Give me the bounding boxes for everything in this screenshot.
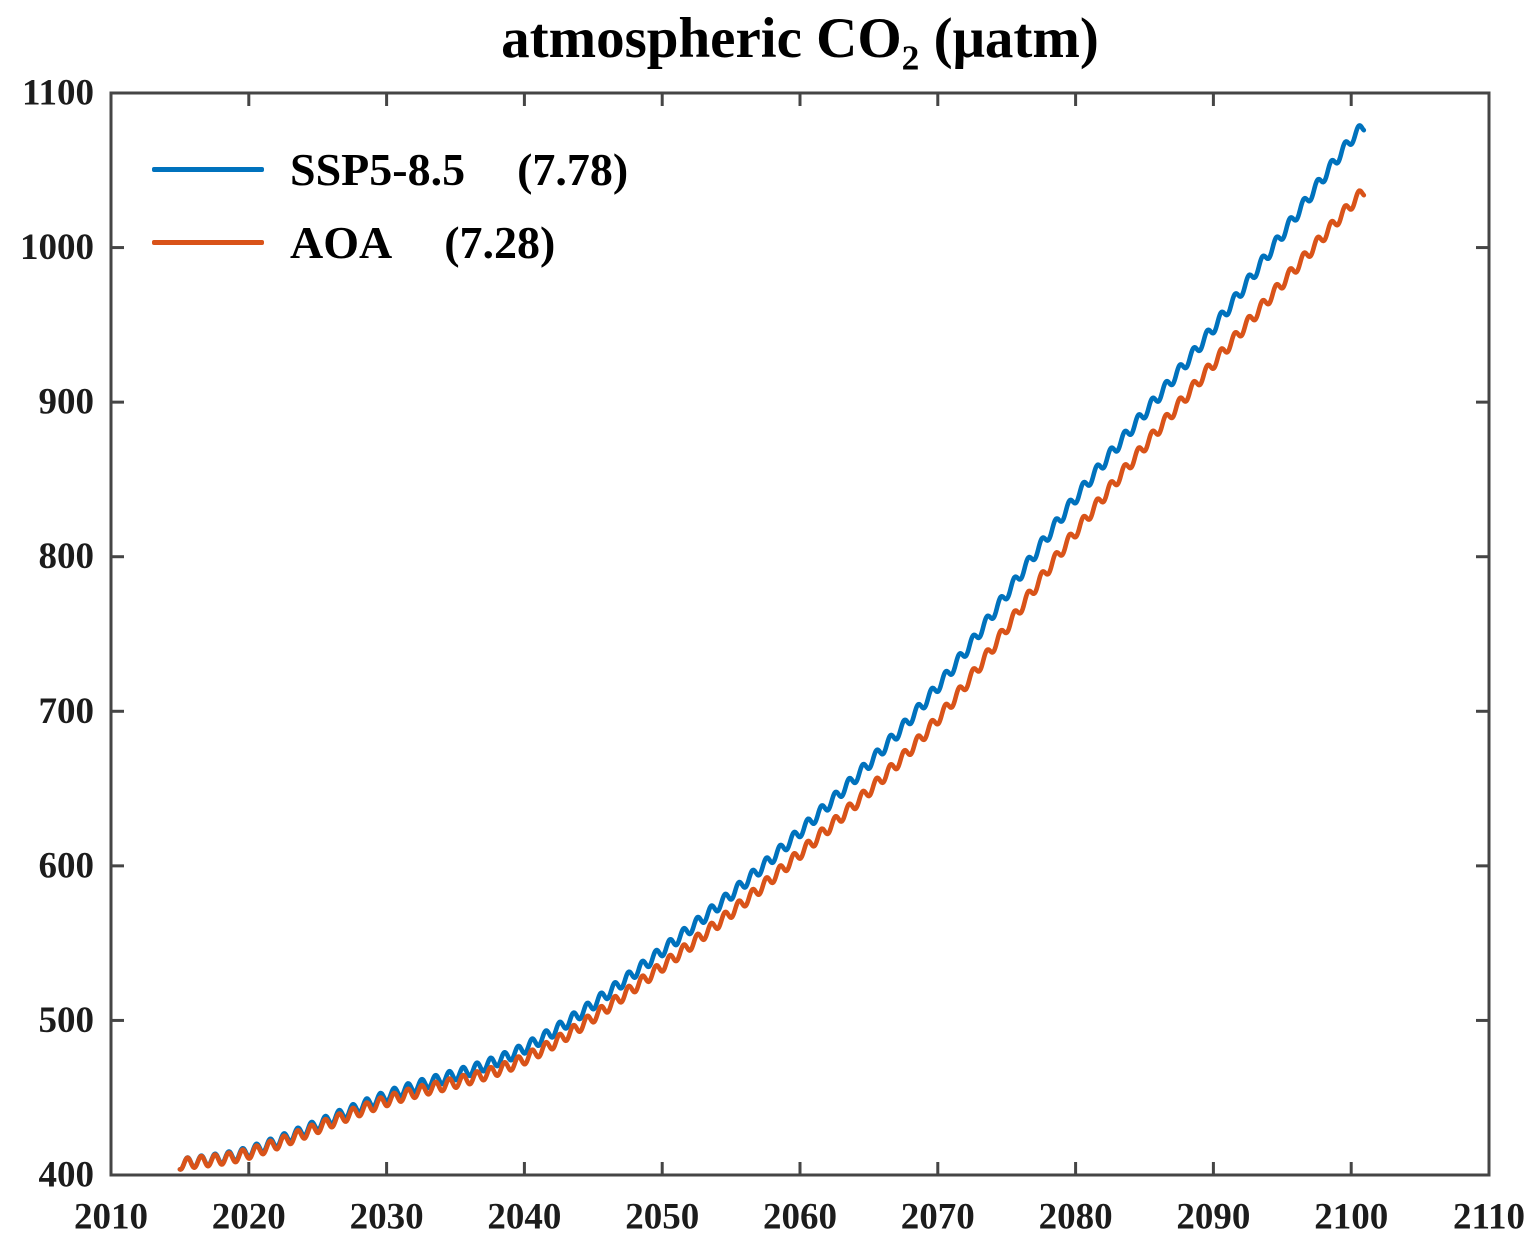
x-tick-label: 2080 xyxy=(1039,1197,1113,1238)
x-tick-label: 2070 xyxy=(901,1197,975,1238)
x-tick-label: 2100 xyxy=(1314,1197,1388,1238)
y-tick-label: 800 xyxy=(39,536,95,577)
x-tick-label: 2020 xyxy=(212,1197,286,1238)
x-tick-label: 2090 xyxy=(1176,1197,1250,1238)
x-tick-label: 2010 xyxy=(74,1197,148,1238)
x-tick-label: 2040 xyxy=(487,1197,561,1238)
legend: SSP5-8.5 (7.78) AOA (7.28) xyxy=(152,133,628,279)
legend-item-ssp5-85: SSP5-8.5 (7.78) xyxy=(152,133,628,206)
legend-line-aoa xyxy=(152,240,264,245)
y-tick-label: 600 xyxy=(39,845,95,886)
legend-value-aoa: (7.28) xyxy=(444,217,556,268)
y-tick-label: 1000 xyxy=(20,227,94,268)
y-tick-label: 1100 xyxy=(22,73,94,114)
x-tick-label: 2110 xyxy=(1453,1197,1525,1238)
legend-line-ssp5-85 xyxy=(152,167,264,172)
y-tick-label: 400 xyxy=(39,1155,95,1196)
legend-label-aoa: AOA xyxy=(290,217,393,268)
chart-title-subscript: 2 xyxy=(901,38,920,78)
legend-value-ssp5-85: (7.78) xyxy=(517,144,629,195)
chart-title: atmospheric CO2 (μatm) xyxy=(111,6,1489,76)
y-tick-label: 500 xyxy=(39,1000,95,1041)
chart-title-main: atmospheric CO xyxy=(501,7,902,70)
y-tick-label: 900 xyxy=(39,382,95,423)
x-tick-label: 2030 xyxy=(350,1197,424,1238)
x-tick-label: 2050 xyxy=(625,1197,699,1238)
series-line-aoa xyxy=(177,188,1367,1172)
y-tick-label: 700 xyxy=(39,691,95,732)
series-line-ssp5-8-5 xyxy=(177,123,1367,1172)
x-tick-label: 2060 xyxy=(763,1197,837,1238)
chart-title-unit: (μatm) xyxy=(919,7,1099,70)
legend-label-ssp5-85: SSP5-8.5 xyxy=(290,144,466,195)
legend-item-aoa: AOA (7.28) xyxy=(152,206,628,279)
